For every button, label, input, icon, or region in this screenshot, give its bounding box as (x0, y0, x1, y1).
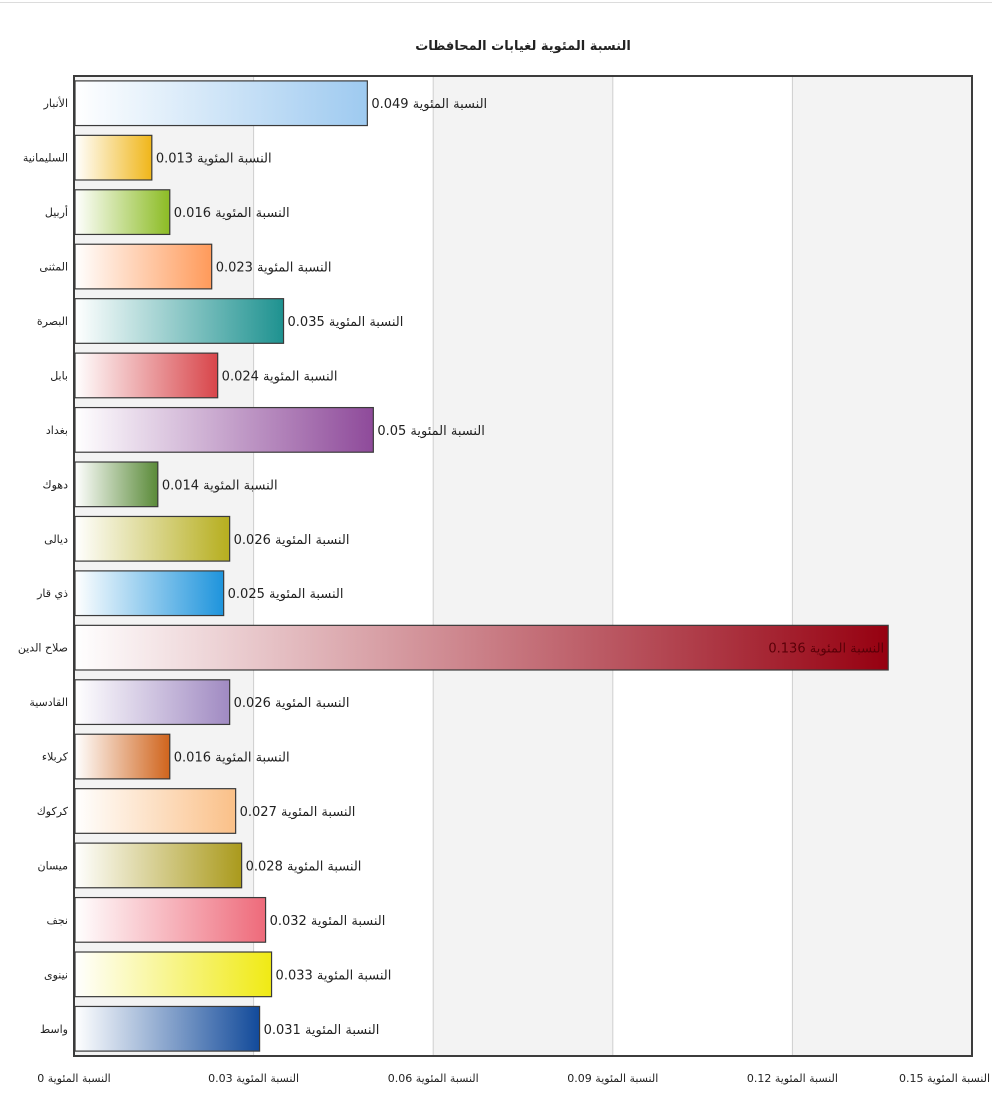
bar-5 (74, 298, 285, 344)
value-label: 0.023 النسبة المئوية (216, 261, 332, 276)
category-label: الأنبار (43, 96, 68, 110)
category-label: القادسية (29, 696, 68, 709)
value-label: 0.016 النسبة المئوية (174, 751, 290, 766)
value-label: 0.026 النسبة المئوية (234, 533, 350, 548)
value-label: 0.032 النسبة المئوية (270, 914, 386, 929)
category-label: نجف (46, 914, 68, 927)
bar-4 (74, 243, 213, 290)
value-label: 0.049 النسبة المئوية (371, 97, 487, 112)
bar-10 (74, 570, 225, 617)
category-label: المثنى (39, 261, 68, 274)
plot-band (74, 76, 254, 1056)
bar-12 (74, 679, 231, 726)
plot-band (253, 76, 434, 1056)
plot-band (433, 76, 613, 1056)
top-rule (0, 2, 992, 3)
value-label: 0.05 النسبة المئوية (377, 424, 485, 439)
category-label: كربلاء (42, 751, 69, 764)
x-tick-label: 0.12 النسبة المئوية (747, 1072, 838, 1085)
bar-2 (74, 134, 153, 181)
category-label: كركوك (37, 805, 69, 818)
value-label: 0.035 النسبة المئوية (288, 315, 404, 330)
bar-14 (74, 788, 237, 834)
bar-15 (74, 842, 243, 889)
category-label: دهوك (43, 478, 69, 491)
category-label: بابل (50, 369, 68, 382)
category-label: البصرة (37, 315, 68, 328)
category-label: السليمانية (23, 152, 68, 165)
category-label: صلاح الدين (18, 642, 68, 655)
bar-11 (74, 624, 889, 671)
bar-8 (74, 461, 159, 508)
chart-title: النسبة المئوية لغيابات المحافظات (415, 39, 631, 54)
bar-3 (74, 189, 171, 236)
x-tick-label: 0 النسبة المئوية (37, 1072, 110, 1085)
category-label: ذي قار (36, 587, 68, 600)
value-label: 0.014 النسبة المئوية (162, 478, 278, 493)
value-label: 0.136 النسبة المئوية (768, 642, 884, 657)
category-label: أربيل (45, 205, 68, 219)
plot-band (792, 76, 972, 1056)
bar-18 (74, 1005, 261, 1052)
value-label: 0.024 النسبة المئوية (222, 369, 338, 384)
value-label: 0.031 النسبة المئوية (264, 1023, 380, 1038)
value-label: 0.025 النسبة المئوية (228, 587, 344, 602)
bar-6 (74, 352, 219, 399)
category-label: ديالى (44, 533, 68, 546)
value-label: 0.027 النسبة المئوية (240, 805, 356, 820)
value-label: 0.033 النسبة المئوية (276, 968, 392, 983)
x-tick-label: 0.15 النسبة المئوية (899, 1072, 990, 1085)
bar-9 (74, 515, 231, 562)
category-label: بغداد (46, 424, 68, 437)
value-label: 0.028 النسبة المئوية (246, 859, 362, 874)
bar-7 (74, 406, 374, 453)
x-tick-label: 0.03 النسبة المئوية (208, 1072, 299, 1085)
bar-17 (74, 951, 273, 998)
category-label: ميسان (38, 859, 69, 872)
value-label: 0.026 النسبة المئوية (234, 696, 350, 711)
x-tick-label: 0.06 النسبة المئوية (388, 1072, 479, 1085)
bar-1 (74, 80, 368, 127)
plot-band (612, 76, 793, 1056)
category-label: نينوى (44, 968, 68, 981)
value-label: 0.016 النسبة المئوية (174, 206, 290, 221)
x-tick-label: 0.09 النسبة المئوية (567, 1072, 658, 1085)
bar-16 (74, 896, 267, 943)
value-label: 0.013 النسبة المئوية (156, 152, 272, 167)
plot-frame (73, 75, 973, 1057)
category-label: واسط (40, 1023, 68, 1036)
bar-13 (74, 733, 171, 780)
